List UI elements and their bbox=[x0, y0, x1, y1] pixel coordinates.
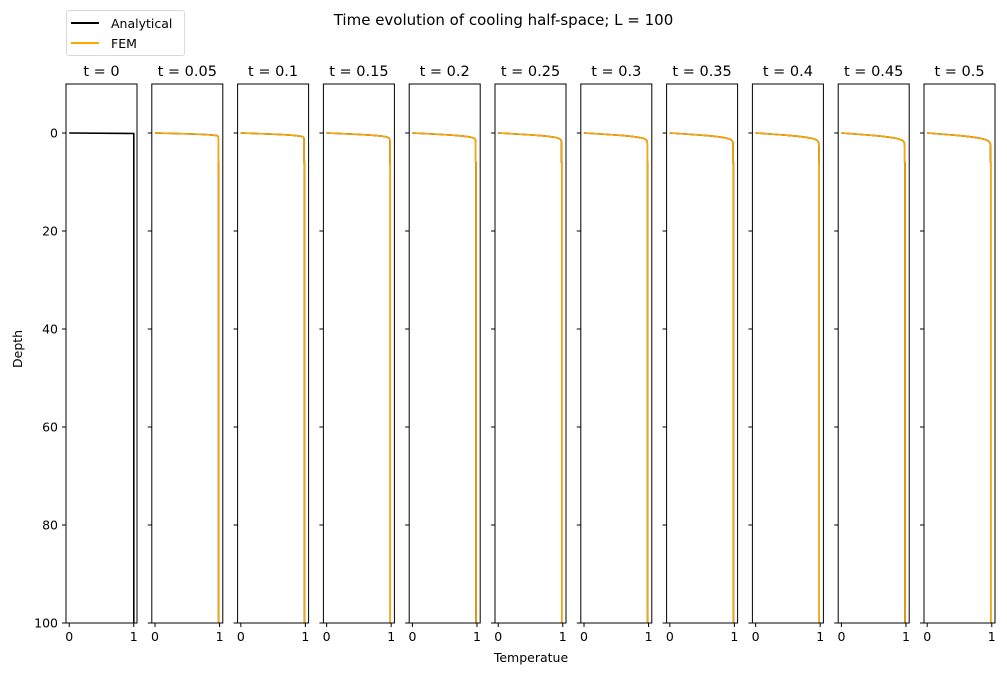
fem-curve bbox=[326, 132, 391, 623]
fem-curve bbox=[755, 132, 820, 623]
x-axis-label: Temperatue bbox=[493, 650, 569, 665]
x-tick-label: 1 bbox=[130, 629, 138, 644]
axes-frame bbox=[751, 83, 824, 624]
x-tick-label: 0 bbox=[923, 629, 931, 644]
fem-curve bbox=[154, 132, 220, 623]
analytical-curve bbox=[326, 132, 391, 623]
y-tick-label: 0 bbox=[50, 126, 58, 141]
y-axis-label: Depth bbox=[10, 329, 25, 368]
fem-curve bbox=[841, 132, 906, 623]
axes-frame bbox=[666, 83, 739, 624]
panel-title: t = 0.45 bbox=[844, 64, 903, 80]
fem-curve bbox=[583, 132, 649, 623]
legend-line-icon bbox=[71, 42, 99, 44]
x-tick-label: 1 bbox=[473, 629, 481, 644]
legend-line-icon bbox=[71, 22, 99, 24]
y-tick-label: 100 bbox=[34, 616, 58, 631]
legend-label: FEM bbox=[111, 35, 137, 51]
legend-item-analytical: Analytical bbox=[71, 14, 172, 32]
fem-curve bbox=[240, 132, 306, 623]
x-tick-label: 1 bbox=[559, 629, 567, 644]
subplot-panel: t = 0.05 0 1 bbox=[147, 64, 224, 644]
y-tick-label: 60 bbox=[42, 420, 58, 435]
y-tick-label: 20 bbox=[42, 224, 58, 239]
analytical-curve bbox=[69, 132, 135, 623]
analytical-curve bbox=[841, 132, 906, 623]
legend-label: Analytical bbox=[111, 15, 173, 31]
x-tick-label: 0 bbox=[408, 629, 416, 644]
subplot-panel: t = 0.25 0 1 bbox=[491, 64, 567, 644]
subplot-panel: t = 0.35 0 1 bbox=[662, 64, 739, 644]
x-tick-label: 0 bbox=[494, 629, 502, 644]
x-tick-label: 0 bbox=[151, 629, 159, 644]
panel-title: t = 0.4 bbox=[763, 64, 813, 80]
analytical-curve bbox=[240, 132, 306, 623]
panel-title: t = 0.1 bbox=[248, 64, 298, 80]
x-tick-label: 0 bbox=[580, 629, 588, 644]
x-tick-label: 1 bbox=[387, 629, 395, 644]
x-tick-label: 0 bbox=[65, 629, 73, 644]
y-tick-label: 80 bbox=[42, 518, 58, 533]
panel-title: t = 0.35 bbox=[672, 64, 731, 80]
subplot-panel: t = 0.15 0 1 bbox=[319, 64, 395, 644]
x-tick-label: 1 bbox=[988, 629, 996, 644]
axes-frame bbox=[65, 83, 138, 624]
x-tick-label: 0 bbox=[666, 629, 674, 644]
panel-title: t = 0.05 bbox=[158, 64, 217, 80]
analytical-curve bbox=[755, 132, 820, 623]
fem-curve bbox=[498, 132, 563, 623]
axes-frame bbox=[151, 83, 224, 624]
fem-curve bbox=[927, 132, 992, 623]
analytical-curve bbox=[412, 132, 477, 623]
subplot-panel: t = 0.2 0 1 bbox=[405, 64, 481, 644]
axes-frame bbox=[580, 83, 653, 624]
subplot-panel: t = 0.1 0 1 bbox=[233, 64, 310, 644]
y-tick-label: 40 bbox=[42, 322, 58, 337]
subplot-panel: t = 0.4 0 1 bbox=[748, 64, 824, 644]
subplot-panel: t = 0.3 0 1 bbox=[576, 64, 653, 644]
axes-frame bbox=[837, 83, 910, 624]
chart-title: Time evolution of cooling half-space; L … bbox=[333, 11, 674, 29]
panel-title: t = 0.5 bbox=[934, 64, 984, 80]
analytical-curve bbox=[498, 132, 563, 623]
axes-frame bbox=[322, 83, 395, 624]
analytical-curve bbox=[927, 132, 992, 623]
panel-title: t = 0.15 bbox=[329, 64, 388, 80]
axes-frame bbox=[923, 83, 996, 624]
x-tick-label: 0 bbox=[837, 629, 845, 644]
panel-title: t = 0.3 bbox=[591, 64, 641, 80]
panel-title: t = 0.25 bbox=[501, 64, 560, 80]
axes-frame bbox=[408, 83, 481, 624]
x-tick-label: 1 bbox=[902, 629, 910, 644]
fem-curve bbox=[412, 132, 477, 623]
panel-title: t = 0 bbox=[83, 64, 119, 80]
legend: Analytical FEM bbox=[66, 10, 185, 56]
x-tick-label: 0 bbox=[237, 629, 245, 644]
analytical-curve bbox=[583, 132, 649, 623]
x-tick-label: 1 bbox=[301, 629, 309, 644]
axes-frame bbox=[237, 83, 310, 624]
panel-title: t = 0.2 bbox=[420, 64, 470, 80]
x-tick-label: 0 bbox=[323, 629, 331, 644]
legend-item-fem: FEM bbox=[71, 34, 137, 52]
analytical-curve bbox=[154, 132, 220, 623]
fem-curve bbox=[669, 132, 735, 623]
x-tick-label: 1 bbox=[645, 629, 653, 644]
x-tick-label: 1 bbox=[816, 629, 824, 644]
x-tick-label: 1 bbox=[730, 629, 738, 644]
subplot-panel: t = 0.45 0 1 bbox=[834, 64, 910, 644]
axes-frame bbox=[494, 83, 567, 624]
subplot-panel: t = 0.5 0 1 bbox=[920, 64, 996, 644]
x-tick-label: 1 bbox=[216, 629, 224, 644]
x-tick-label: 0 bbox=[752, 629, 760, 644]
analytical-curve bbox=[669, 132, 735, 623]
